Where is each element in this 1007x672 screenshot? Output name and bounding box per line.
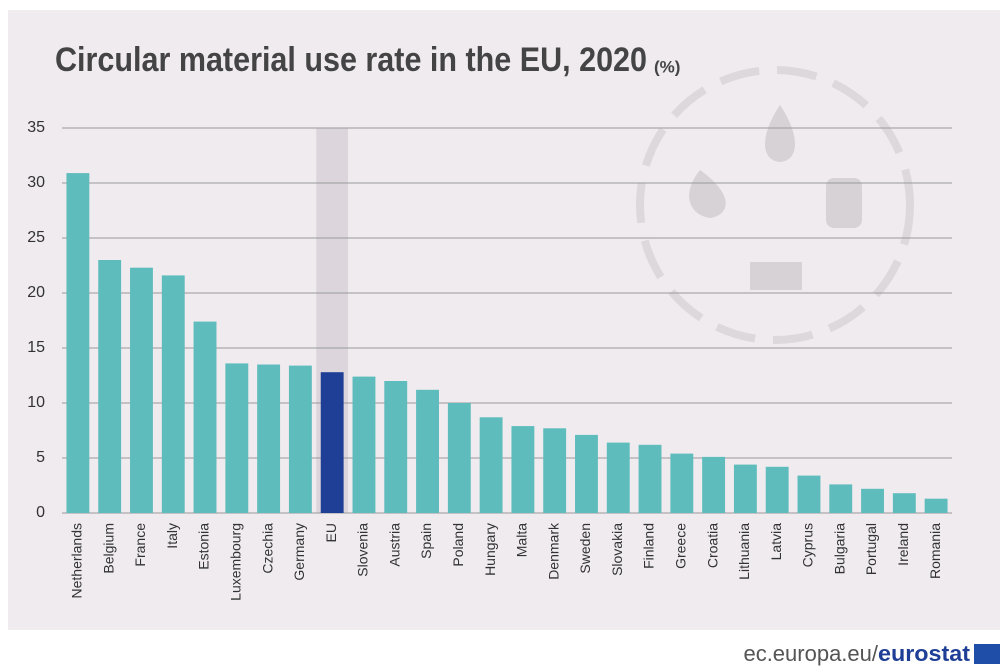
source: ec.europa.eu/ (743, 641, 878, 666)
bar (765, 466, 789, 513)
bar (670, 453, 694, 513)
bar (829, 484, 853, 513)
bar (733, 464, 757, 513)
bar (861, 488, 884, 513)
bar (193, 321, 217, 513)
y-tick-label: 20 (27, 284, 45, 301)
x-tick-label: Spain (418, 523, 434, 559)
chart-title: Circular material use rate in the EU, 20… (55, 41, 647, 79)
bar (543, 428, 567, 513)
unit-label: (%) (654, 57, 680, 76)
bar (130, 267, 153, 513)
x-tick-label: Hungary (482, 523, 498, 576)
source-brand: eurostat (878, 641, 971, 666)
x-tick-label: Sweden (577, 523, 593, 574)
bar (416, 389, 439, 513)
x-tick-label: Italy (164, 523, 180, 549)
y-tick-label: 10 (27, 394, 45, 411)
bar (797, 475, 821, 513)
y-tick-label: 25 (27, 229, 45, 246)
y-tick-label: 0 (36, 504, 45, 521)
bar (511, 426, 535, 513)
bar (479, 417, 503, 513)
x-tick-label: Luxembourg (228, 523, 244, 601)
x-tick-label: Portugal (863, 523, 879, 575)
bar (892, 493, 916, 513)
bar (447, 403, 471, 513)
y-tick-label: 35 (27, 119, 45, 136)
bar (384, 381, 408, 513)
x-tick-label: Finland (641, 523, 657, 569)
eu-flag (974, 644, 1000, 664)
x-tick-label: Latvia (768, 523, 784, 561)
bar (606, 442, 630, 513)
x-tick-label: EU (323, 523, 339, 542)
x-tick-label: Czechia (259, 523, 275, 574)
x-tick-label: Slovenia (355, 523, 371, 577)
x-tick-label: Denmark (545, 522, 561, 580)
x-tick-label: Netherlands (69, 523, 85, 599)
x-tick-label: Bulgaria (831, 523, 847, 575)
x-tick-label: Cyprus (800, 523, 816, 567)
x-tick-label: Belgium (100, 523, 116, 574)
bar (575, 434, 598, 513)
bar (257, 364, 281, 513)
x-tick-label: Estonia (196, 523, 212, 570)
bar (320, 372, 344, 513)
recycle-icon (636, 66, 914, 344)
resource-icons (689, 105, 862, 290)
bar (702, 456, 726, 513)
bar (66, 173, 90, 513)
bar (638, 444, 662, 513)
bar (288, 365, 312, 513)
y-tick-label: 15 (27, 339, 45, 356)
x-tick-label: Malta (514, 523, 530, 557)
y-tick-label: 5 (36, 449, 45, 466)
bar (98, 260, 122, 513)
x-tick-label: France (132, 523, 148, 567)
x-tick-label: Lithuania (736, 523, 752, 580)
x-tick-label: Ireland (895, 523, 911, 566)
x-tick-label: Romania (927, 523, 943, 579)
bar (924, 498, 948, 513)
x-tick-label: Poland (450, 523, 466, 567)
x-tick-label: Austria (386, 523, 402, 567)
bar (161, 275, 185, 513)
x-tick-label: Greece (673, 523, 689, 569)
bar (225, 363, 249, 513)
x-tick-label: Croatia (704, 523, 720, 568)
x-tick-label: Germany (291, 523, 307, 581)
y-tick-label: 30 (27, 174, 45, 191)
x-tick-label: Slovakia (609, 523, 625, 576)
bar (352, 376, 376, 513)
